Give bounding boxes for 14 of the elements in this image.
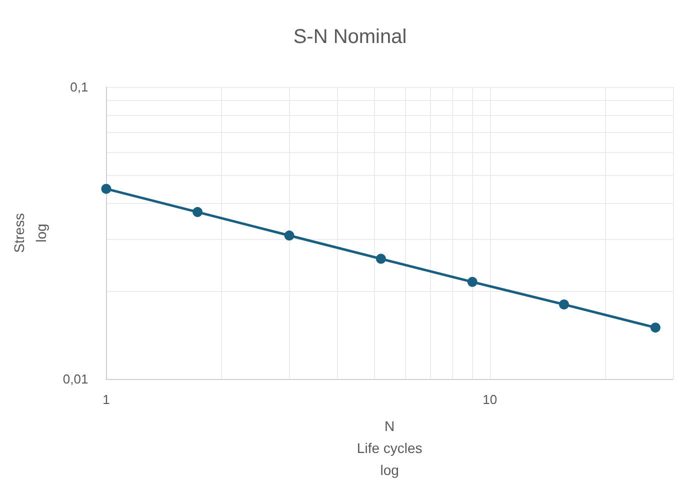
- x-tick-label: 1: [102, 392, 110, 407]
- y-tick-label: 0,01: [62, 372, 88, 386]
- y-tick-label: 0,1: [70, 80, 88, 94]
- point: [467, 276, 478, 287]
- x-axis-title: N Life cycles log: [356, 418, 422, 478]
- point: [284, 230, 294, 241]
- point: [559, 299, 570, 310]
- y-axis-title: Stress log: [11, 213, 49, 253]
- point: [192, 207, 203, 218]
- point: [650, 322, 660, 333]
- point: [101, 184, 112, 194]
- chart-title: S-N Nominal: [293, 26, 407, 48]
- x-tick-label: 10: [482, 392, 498, 407]
- point: [376, 254, 386, 264]
